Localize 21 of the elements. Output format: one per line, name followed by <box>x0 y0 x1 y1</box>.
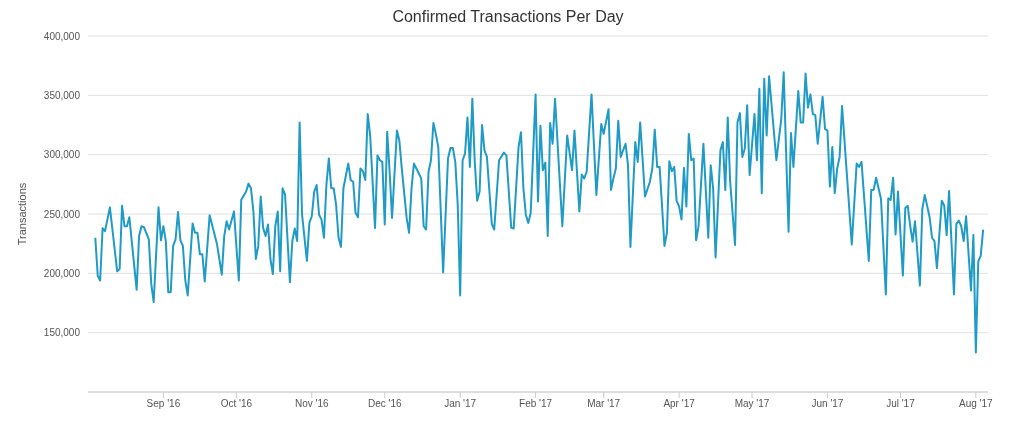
x-tick-label: Jan '17 <box>444 398 477 410</box>
x-tick-label: Mar '17 <box>587 398 621 410</box>
x-tick-label: Dec '16 <box>367 398 402 410</box>
y-tick-label: 400,000 <box>43 30 81 42</box>
x-tick-label: Feb '17 <box>519 398 553 410</box>
x-tick-label: Sep '16 <box>146 398 181 410</box>
y-tick-label: 250,000 <box>43 208 81 220</box>
y-tick-label: 350,000 <box>43 89 81 101</box>
x-tick-label: Aug '17 <box>959 398 994 410</box>
y-axis-title: Transactions <box>15 182 28 246</box>
x-tick-label: Apr '17 <box>663 398 696 410</box>
y-tick-label: 150,000 <box>43 327 81 339</box>
y-tick-label: 200,000 <box>43 267 81 279</box>
x-tick-label: May '17 <box>734 398 770 410</box>
chart-title: Confirmed Transactions Per Day <box>391 8 625 26</box>
x-tick-label: Jul '17 <box>886 398 916 410</box>
x-tick-label: Nov '16 <box>294 398 330 410</box>
x-tick-label: Jun '17 <box>811 398 844 410</box>
y-tick-label: 300,000 <box>43 149 81 161</box>
line-series <box>94 71 985 354</box>
x-tick-label: Oct '16 <box>220 398 253 410</box>
